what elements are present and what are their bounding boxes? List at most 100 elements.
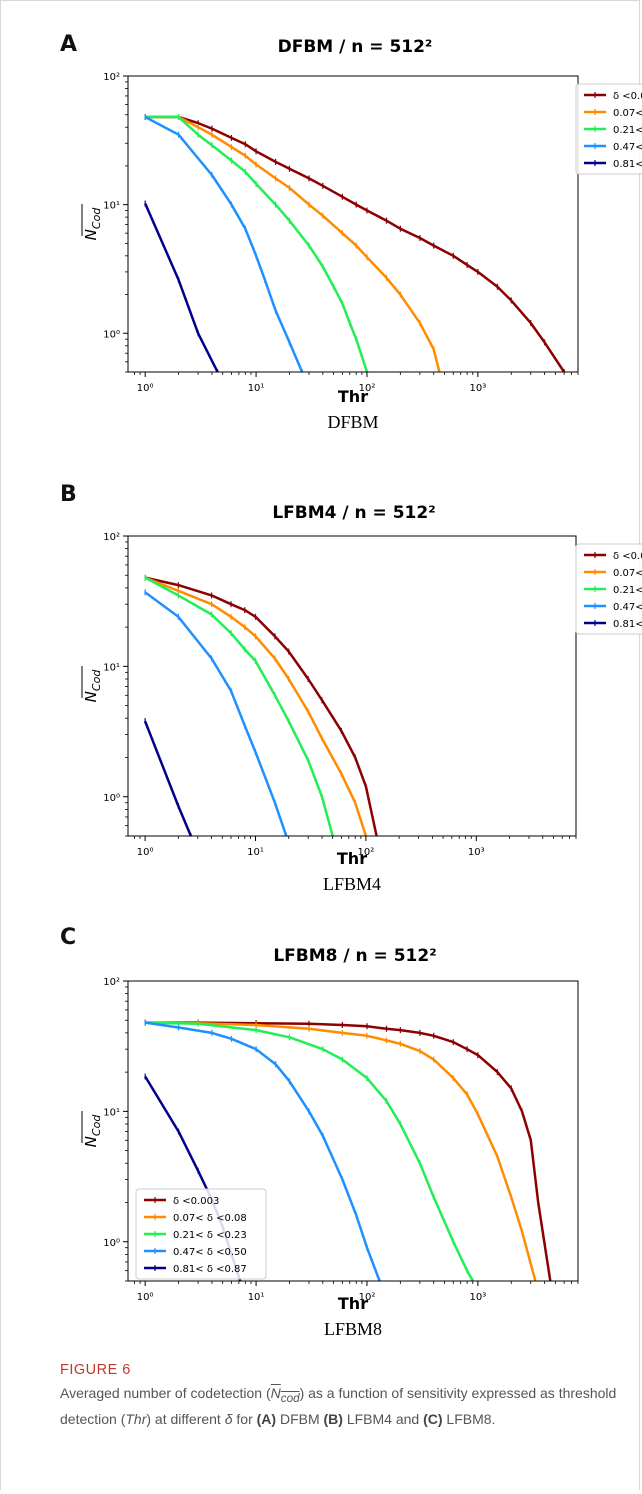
caption-part: LFBM8. xyxy=(442,1410,496,1427)
x-axis-label: Thr xyxy=(337,849,367,868)
series-line xyxy=(145,115,369,372)
x-tick-label: 10³ xyxy=(469,383,486,394)
legend: δ <0.003 0.07< δ <0.08 0.21< δ <0.23 0.47< … xyxy=(135,1188,267,1280)
legend-label: 0.81< δ <0.87 xyxy=(173,1264,247,1275)
legend-label: δ <0.003 xyxy=(173,1196,219,1207)
series-line xyxy=(144,576,378,836)
panel-letter: C xyxy=(60,925,77,950)
legend-label: 0.47< δ <0.50 xyxy=(173,1247,247,1258)
y-axis-label-text: NCod xyxy=(82,669,103,703)
x-tick-label: 10² xyxy=(358,847,375,858)
figure-label: FIGURE 6 xyxy=(60,1362,131,1378)
series-line xyxy=(144,115,304,372)
x-tick-label: 10¹ xyxy=(247,847,264,858)
panel-subtitle: DFBM xyxy=(327,412,378,432)
panel-c: C LFBM8 / n = 512² 10⁰ 10¹ 10² 10³ 10⁰ 10¹ 10² T… xyxy=(0,915,642,1345)
x-tick-label: 10³ xyxy=(468,847,485,858)
plot-area xyxy=(143,574,378,836)
y-axis-label: NCod xyxy=(81,666,103,703)
panel-letter: A xyxy=(60,32,78,57)
y-axis-label-main: N xyxy=(82,691,100,702)
y-tick-label: 10⁰ xyxy=(103,793,120,804)
chart-title: LFBM4 / n = 512² xyxy=(272,503,435,523)
y-tick-label: 10⁰ xyxy=(103,1238,120,1249)
caption-part: Thr xyxy=(125,1410,147,1427)
caption-symbol: Ncod xyxy=(270,1385,300,1405)
y-tick-label: 10¹ xyxy=(103,1107,120,1118)
panel-letter: B xyxy=(60,482,77,507)
caption-ref: (B) xyxy=(323,1410,343,1427)
y-tick-label: 10¹ xyxy=(103,201,120,212)
legend-label: 0.47< δ <0.50 xyxy=(613,602,642,613)
caption-part: DFBM xyxy=(276,1410,324,1427)
series-line xyxy=(145,115,566,372)
legend-label: 0.21< δ <0.23 xyxy=(613,125,642,136)
y-axis-label: NCod xyxy=(81,204,103,241)
legend-box xyxy=(575,83,642,175)
x-tick-label: 10¹ xyxy=(248,1292,265,1303)
y-tick-label: 10¹ xyxy=(103,662,120,673)
x-axis-label: Thr xyxy=(338,1294,368,1313)
panel-subtitle: LFBM4 xyxy=(323,874,381,894)
y-axis-label-subscript: Cod xyxy=(90,669,103,691)
legend-label: 0.07< δ <0.08 xyxy=(613,108,642,119)
caption-ref: (C) xyxy=(423,1410,443,1427)
x-tick-label: 10¹ xyxy=(248,383,265,394)
series-line xyxy=(145,115,441,372)
caption-part: LFBM4 and xyxy=(342,1410,424,1427)
plot-frame xyxy=(127,535,577,837)
legend: δ <0.003 0.07< δ <0.08 0.21< δ <0.23 0.47< … xyxy=(575,543,642,635)
caption-text: Averaged number of codetection (Ncod) as… xyxy=(60,1383,620,1429)
chart-title: DFBM / n = 512² xyxy=(278,37,433,57)
y-axis-label-subscript: Cod xyxy=(90,207,103,229)
figure-caption: FIGURE 6 Averaged number of codetection … xyxy=(60,1362,620,1429)
legend-label: 0.21< δ <0.23 xyxy=(613,585,642,596)
x-tick-label: 10² xyxy=(359,383,376,394)
series-line xyxy=(143,720,193,836)
plot-area xyxy=(144,114,566,372)
panel-a: A DFBM / n = 512² 10⁰ 10¹ 10² 10³ 10⁰ 10¹ 10² Th… xyxy=(0,0,642,432)
x-tick-label: 10⁰ xyxy=(137,847,154,858)
y-axis-label-main: N xyxy=(82,229,100,240)
chart-title: LFBM8 / n = 512² xyxy=(273,946,436,966)
caption-part: for xyxy=(232,1410,257,1427)
legend-label: 0.21< δ <0.23 xyxy=(173,1230,247,1241)
legend-label: 0.07< δ <0.08 xyxy=(613,568,642,579)
panel-b: B LFBM4 / n = 512² 10⁰ 10¹ 10² 10³ 10⁰ 10¹ 10² T… xyxy=(0,472,642,902)
legend: δ <0.003 0.07< δ <0.08 0.21< δ <0.23 0.47< … xyxy=(575,83,642,175)
caption-ref: (A) xyxy=(256,1410,277,1427)
legend-label: δ <0.003 xyxy=(613,551,642,562)
legend-box xyxy=(575,543,642,635)
legend-label: 0.81< δ <0.87 xyxy=(613,619,642,630)
caption-part: ) as a function of sensitivity expressed… xyxy=(60,1385,617,1427)
x-tick-label: 10² xyxy=(359,1292,376,1303)
y-tick-label: 10² xyxy=(103,977,120,988)
y-axis-label-main: N xyxy=(82,1136,100,1147)
x-tick-label: 10⁰ xyxy=(137,1292,154,1303)
x-axis-label: Thr xyxy=(338,387,368,406)
x-tick-label: 10⁰ xyxy=(137,383,154,394)
legend-label: 0.07< δ <0.08 xyxy=(173,1213,247,1224)
plot-frame xyxy=(127,75,579,373)
y-tick-label: 10² xyxy=(103,532,120,543)
y-axis-label-text: NCod xyxy=(82,207,103,241)
plot-frame xyxy=(127,980,579,1282)
legend-label: 0.47< δ <0.50 xyxy=(613,142,642,153)
panel-subtitle: LFBM8 xyxy=(324,1319,382,1339)
x-tick-label: 10³ xyxy=(469,1292,486,1303)
y-axis-label: NCod xyxy=(81,1111,103,1148)
caption-part: Averaged number of codetection ( xyxy=(60,1385,271,1401)
series-line xyxy=(144,591,288,836)
y-axis-label-text: NCod xyxy=(82,1114,103,1148)
caption-part: δ xyxy=(224,1410,233,1427)
caption-part: ) at different xyxy=(146,1410,225,1427)
legend-label: δ <0.003 xyxy=(613,91,642,102)
y-axis-label-subscript: Cod xyxy=(90,1114,103,1136)
y-tick-label: 10² xyxy=(103,72,120,83)
series-line xyxy=(144,202,219,372)
legend-box xyxy=(135,1188,267,1280)
